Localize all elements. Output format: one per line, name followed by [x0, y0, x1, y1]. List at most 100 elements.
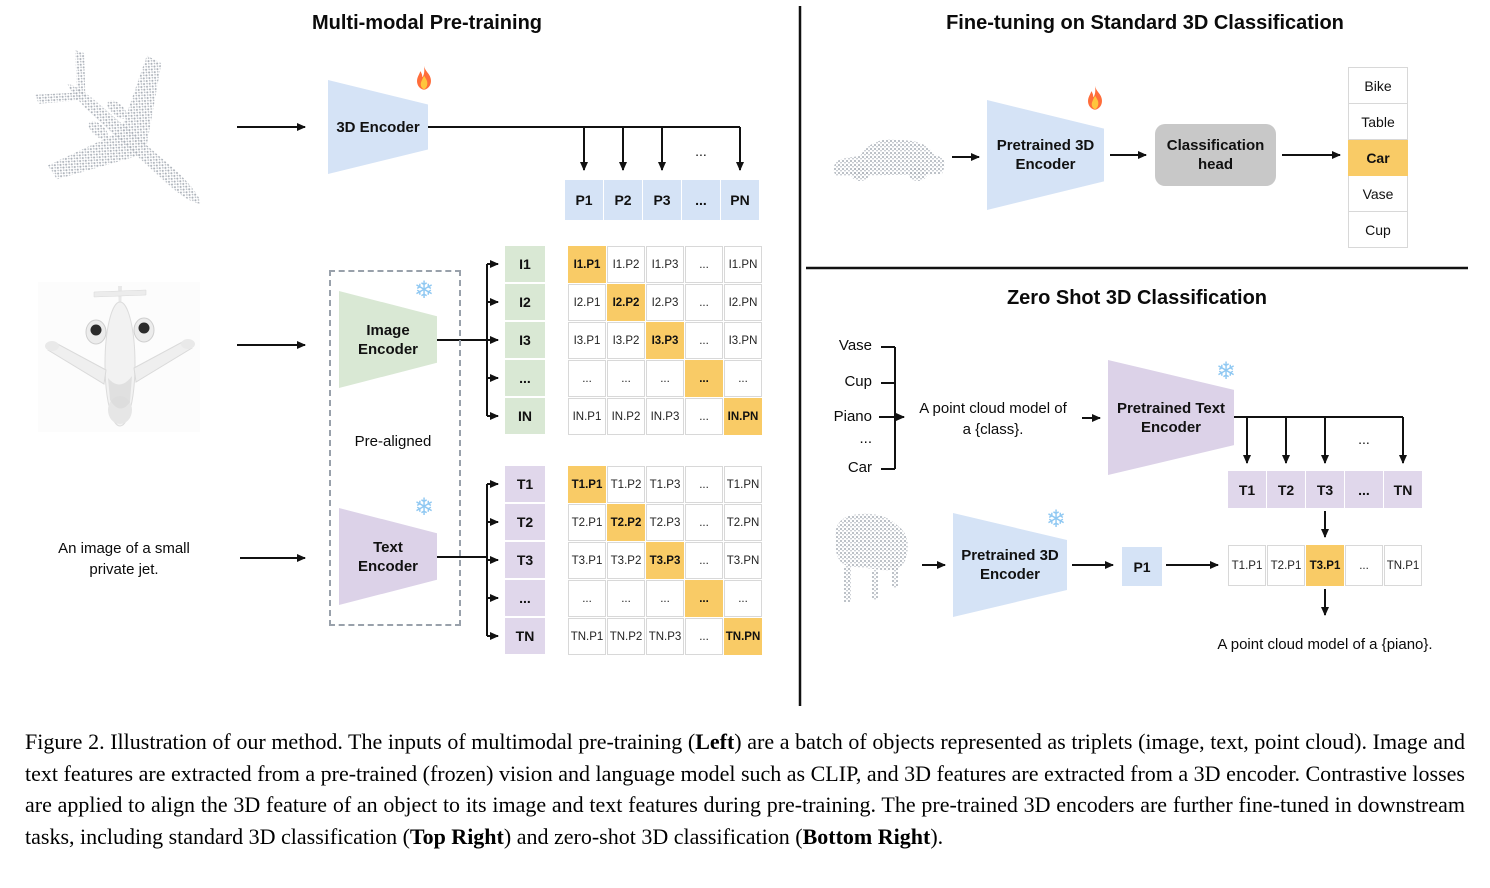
matrix-cell: T3.P3 [646, 542, 684, 579]
piano-point-cloud [835, 513, 908, 602]
matrix-cell: I1.P1 [568, 246, 606, 283]
zs-class-ellipsis: ... [859, 430, 872, 447]
matrix-cell: ... [568, 360, 606, 397]
sim-cell: T1.P1 [1228, 545, 1266, 586]
matrix-cell: I1.P3 [646, 246, 684, 283]
matrix-cell: T1.PN [724, 466, 762, 503]
matrix-cell: T2.P3 [646, 504, 684, 541]
matrix-cell: T1.P1 [568, 466, 606, 503]
matrix-cell: ... [607, 580, 645, 617]
matrix-cell: I2.PN [724, 284, 762, 321]
p-cell: P3 [643, 180, 681, 220]
matrix-cell: I3.PN [724, 322, 762, 359]
sim-cell: T2.P1 [1267, 545, 1305, 586]
input-text: An image of a small private jet. [58, 540, 190, 578]
flame-icon [417, 65, 431, 90]
matrix-cell: I1.PN [724, 246, 762, 283]
matrix-cell: IN.P1 [568, 398, 606, 435]
matrix-cell: I1.P2 [607, 246, 645, 283]
caption-text: ). [930, 823, 944, 849]
matrix-cell: ... [685, 322, 723, 359]
matrix-cell: ... [685, 246, 723, 283]
sim-cell-highlighted: T3.P1 [1306, 545, 1344, 586]
matrix-cell: I2.P3 [646, 284, 684, 321]
class-cell: Bike [1348, 67, 1408, 104]
matrix-cell: ... [724, 580, 762, 617]
matrix-cell: ... [685, 618, 723, 655]
flame-icon [1088, 85, 1102, 110]
matrix-cell: ... [685, 542, 723, 579]
class-cell-highlighted: Car [1348, 140, 1408, 176]
matrix-cell: TN.P1 [568, 618, 606, 655]
zs-text-feature-row: T1 T2 T3 ... TN [1228, 471, 1422, 508]
pre-aligned-label: Pre-aligned [354, 433, 432, 450]
matrix-cell: ... [568, 580, 606, 617]
matrix-cell: I3.P1 [568, 322, 606, 359]
matrix-cell: ... [646, 360, 684, 397]
class-cell: Table [1348, 104, 1408, 140]
matrix-cell: T1.P2 [607, 466, 645, 503]
connector-overlay [237, 6, 1468, 706]
matrix-cell: T3.PN [724, 542, 762, 579]
matrix-cell: TN.P2 [607, 618, 645, 655]
matrix-cell: IN.P2 [607, 398, 645, 435]
figure-caption: Figure 2. Illustration of our method. Th… [25, 726, 1465, 852]
matrix-cell: ... [685, 466, 723, 503]
matrix-cell: T1.P3 [646, 466, 684, 503]
matrix-cell: T2.PN [724, 504, 762, 541]
class-list: Bike Table Car Vase Cup [1348, 67, 1408, 248]
pre-aligned-box [329, 270, 461, 626]
ellipsis-label: ... [1358, 431, 1370, 447]
matrix-cell: IN.PN [724, 398, 762, 435]
matrix-cell: T2.P2 [607, 504, 645, 541]
matrix-cell: ... [685, 504, 723, 541]
t-cell: T3 [1306, 471, 1344, 508]
matrix-cell: T2.P1 [568, 504, 606, 541]
t-cell: T1 [1228, 471, 1266, 508]
p-cell: ... [682, 180, 720, 220]
classification-head: Classification head [1155, 124, 1276, 186]
i-label: I3 [505, 322, 545, 358]
matrix-cell: I3.P2 [607, 322, 645, 359]
zs-result-text: A point cloud model of a {piano}. [1217, 636, 1433, 653]
car-point-cloud [833, 139, 945, 181]
class-cell: Vase [1348, 176, 1408, 212]
sim-cell: ... [1345, 545, 1383, 586]
panel-dividers [798, 6, 1468, 706]
connectors [237, 123, 1407, 640]
snowflake-icon: ❄ [414, 277, 435, 304]
caption-text: ) are a batch of objects represented as … [25, 729, 1465, 849]
caption-bold-left: Left [695, 729, 735, 754]
matrix-cell: TN.PN [724, 618, 762, 655]
matrix-cell: ... [724, 360, 762, 397]
t-label: T3 [505, 542, 545, 578]
i-label: IN [505, 398, 545, 434]
snowflake-icon: ❄ [1046, 506, 1067, 533]
caption-text: Figure 2. Illustration of our method. Th… [25, 729, 696, 754]
airplane-point-cloud [34, 50, 201, 204]
t-label: T2 [505, 504, 545, 540]
t-cell: TN [1384, 471, 1422, 508]
matrix-cell: I2.P1 [568, 284, 606, 321]
snowflake-icon: ❄ [1216, 358, 1237, 385]
matrix-cell: I2.P2 [607, 284, 645, 321]
matrix-cell: ... [685, 580, 723, 617]
caption-bold-bottom-right: Bottom Right [802, 823, 931, 849]
t-cell: ... [1345, 471, 1383, 508]
t-label: TN [505, 618, 545, 654]
caption-text: ) and zero-shot 3D classification ( [503, 823, 803, 849]
sim-cell: TN.P1 [1384, 545, 1422, 586]
t-label: T1 [505, 466, 545, 502]
p-cell: PN [721, 180, 759, 220]
p-feature-row: P1 P2 P3 ... PN [565, 180, 759, 220]
bottom-right-title: Zero Shot 3D Classification [1006, 287, 1268, 309]
matrix-cell: ... [646, 580, 684, 617]
caption-bold-top-right: Top Right [409, 823, 504, 849]
text-point-similarity-matrix: T1.P1 T1.P2 T1.P3 ... T1.PN T2.P1 T2.P2 … [568, 466, 762, 655]
zs-class: Car [847, 459, 872, 476]
text-feature-labels: T1 T2 T3 ... TN [505, 466, 545, 654]
snowflake-icon: ❄ [414, 494, 435, 521]
p-cell: P2 [604, 180, 642, 220]
left-panel-title: Multi-modal Pre-training [312, 12, 542, 34]
class-cell: Cup [1348, 212, 1408, 248]
